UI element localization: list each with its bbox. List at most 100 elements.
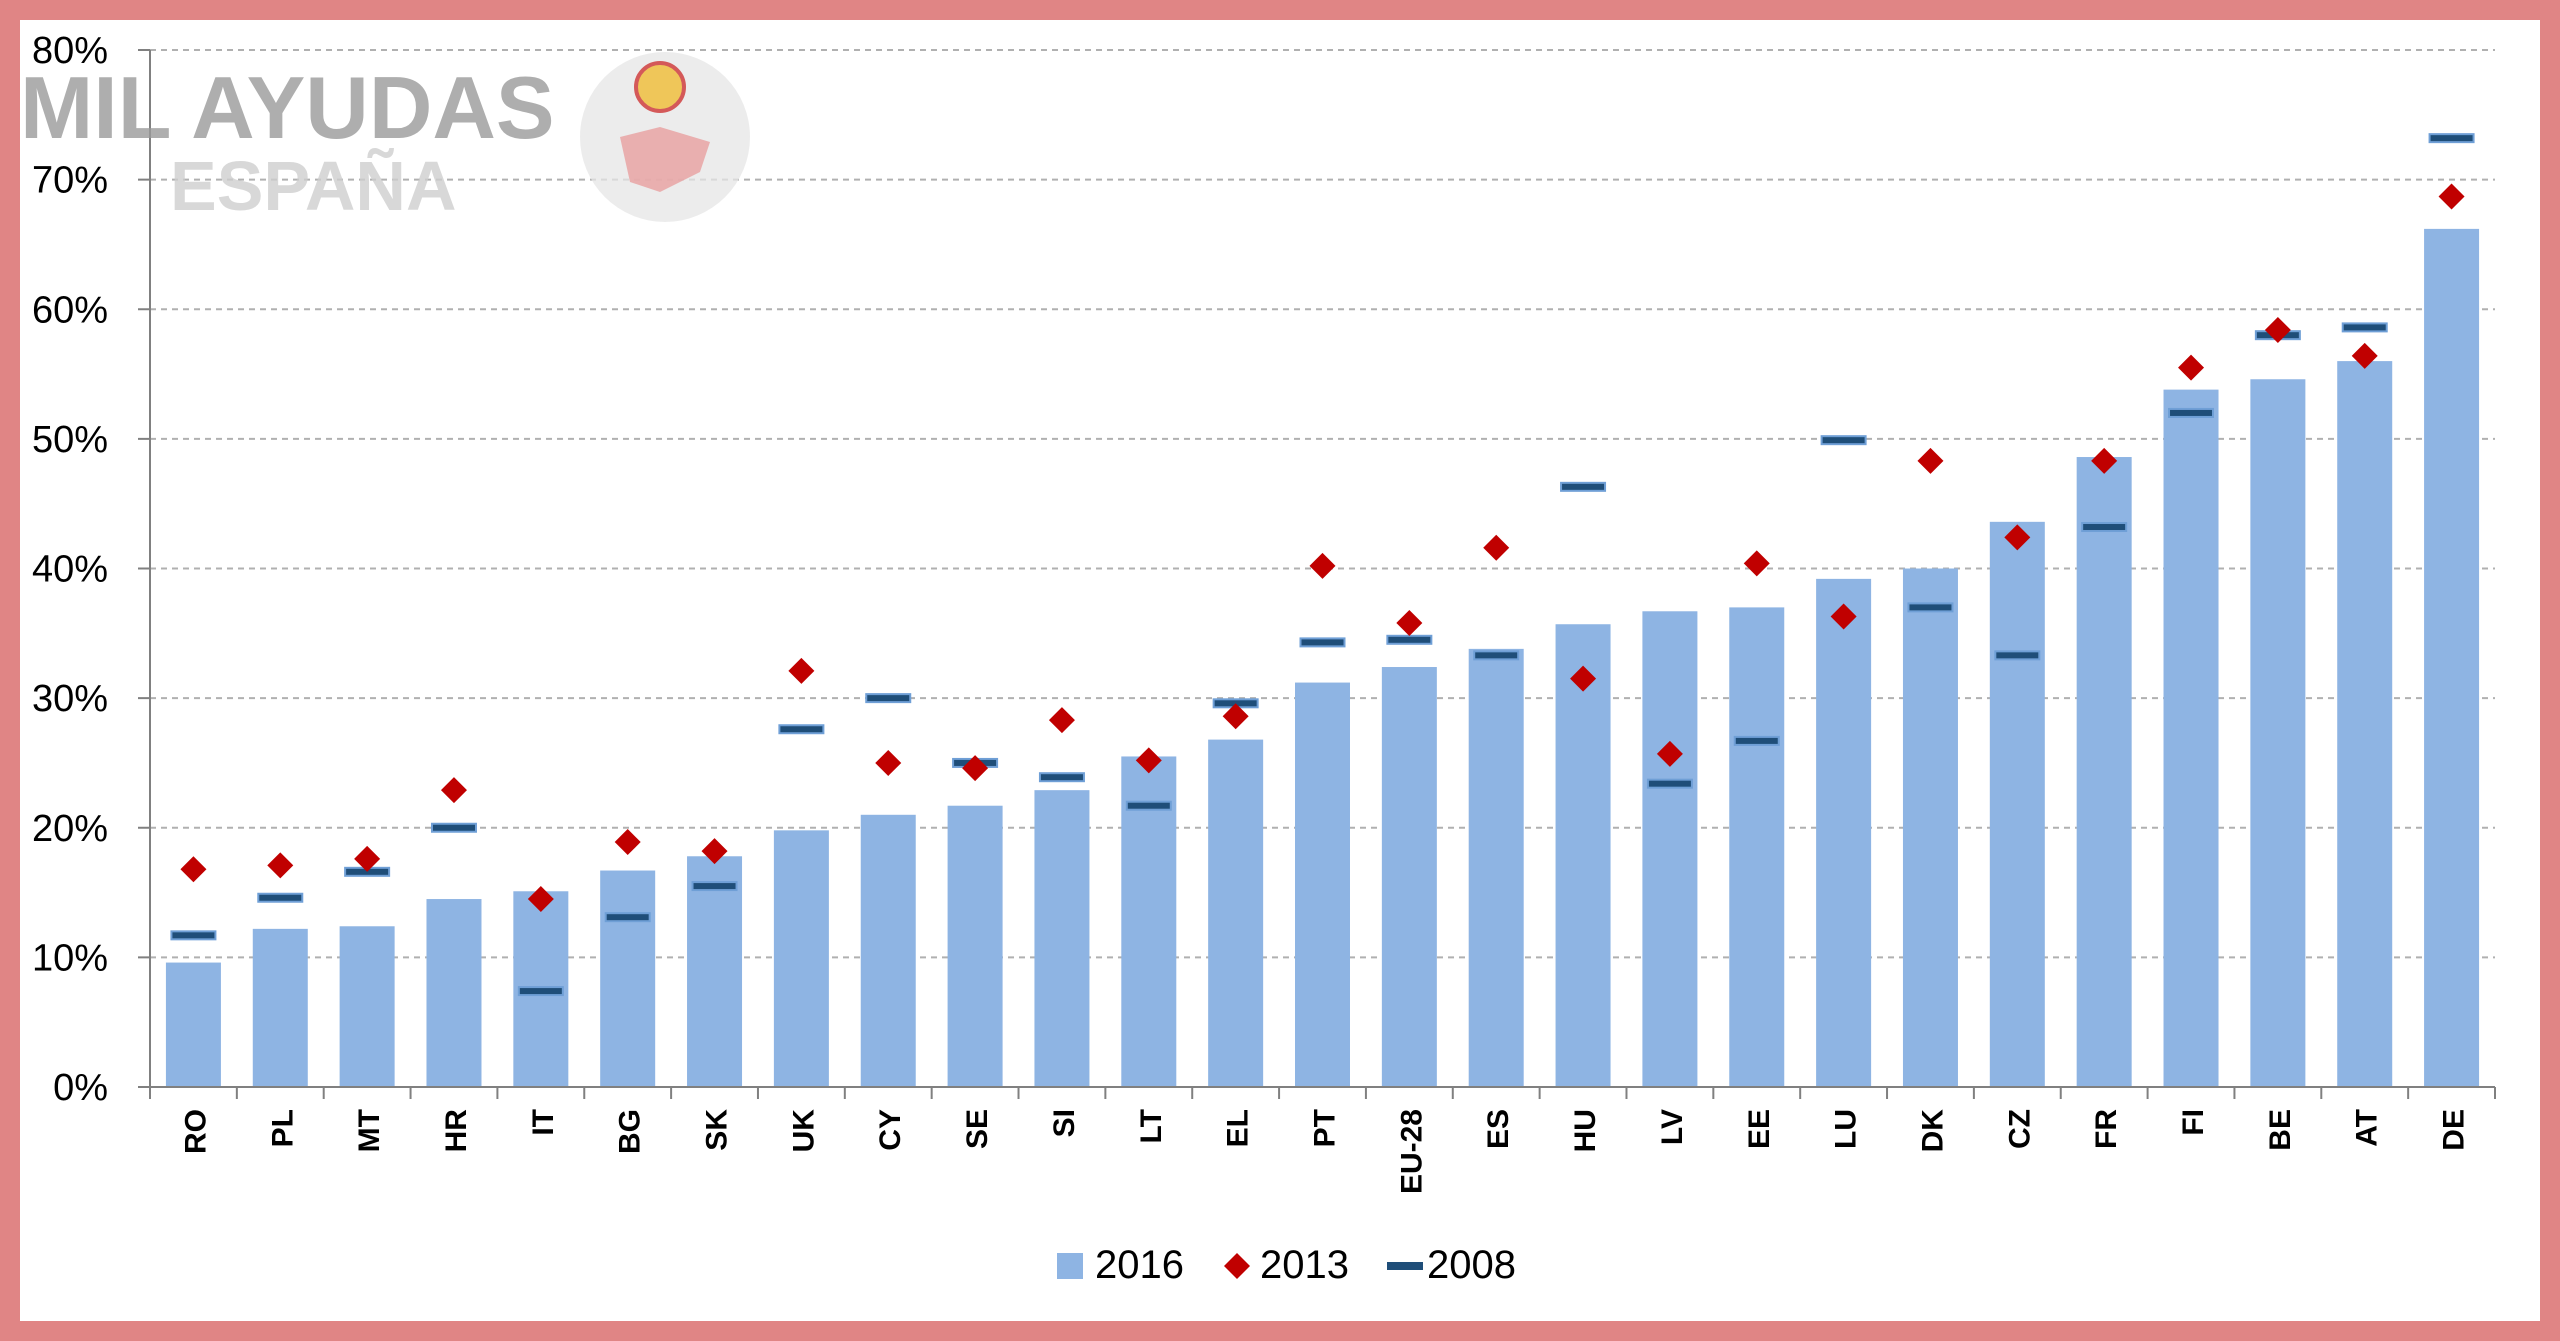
dash-2008 [1473, 650, 1520, 661]
diamond-2013 [875, 749, 902, 776]
dash-2008 [1560, 481, 1607, 492]
x-tick-label: LU [1830, 1109, 1863, 1149]
y-axis-tick-labels: 0% 10% 20% 30% 40% 50% 60% 70% 80% [32, 30, 108, 1109]
legend-swatch-2013 [1224, 1253, 1250, 1279]
dash-2008 [1299, 637, 1346, 648]
bar-2016 [1208, 739, 1264, 1087]
x-tick-label: BE [2264, 1109, 2297, 1151]
bar-2016 [2424, 228, 2480, 1087]
legend-swatch-2016 [1057, 1253, 1083, 1279]
x-tick-label: DE [2438, 1109, 2471, 1151]
bar-2016 [252, 928, 308, 1087]
watermark-line1: MIL AYUDAS [20, 58, 555, 157]
diamond-2013 [788, 657, 815, 684]
y-tick-label: 50% [32, 419, 108, 461]
bar-2016 [1816, 578, 1872, 1087]
bar-2016 [1468, 648, 1524, 1087]
diamond-2013 [701, 838, 728, 865]
bar-2016 [600, 870, 656, 1087]
dash-2008 [170, 930, 217, 941]
diamond-2013 [2004, 524, 2031, 551]
bar-2016 [2163, 389, 2219, 1087]
diamond-2013 [2351, 342, 2378, 369]
axes [138, 49, 2496, 1099]
x-tick-label: EU-28 [1395, 1109, 1428, 1194]
y-tick-label: 10% [32, 937, 108, 979]
diamond-2013 [1396, 609, 1423, 636]
y-tick-label: 0% [53, 1067, 108, 1109]
dash-2008 [430, 822, 477, 833]
x-tick-label: LT [1135, 1109, 1168, 1143]
bar-2016 [1642, 611, 1698, 1087]
bar-2016 [1989, 521, 2045, 1087]
diamond-2013 [2091, 447, 2118, 474]
dash-2008 [1994, 650, 2041, 661]
x-tick-label: AT [2351, 1109, 2384, 1147]
y-tick-label: 30% [32, 678, 108, 720]
x-tick-label: EE [1743, 1109, 1776, 1149]
watermark-map-shape [620, 127, 710, 192]
dash-2008 [2341, 322, 2388, 333]
x-tick-label: CY [874, 1109, 907, 1151]
diamond-2013 [1309, 552, 1336, 579]
x-tick-label: LV [1656, 1109, 1689, 1145]
bar-2016 [2250, 379, 2306, 1087]
diamond-2013 [2178, 354, 2205, 381]
x-tick-label: EL [1222, 1109, 1255, 1147]
x-tick-label: FR [2090, 1109, 2123, 1149]
dash-2008 [2428, 133, 2475, 144]
dash-2008 [1646, 778, 1693, 789]
diamond-2013 [180, 856, 207, 883]
bar-2016 [2337, 361, 2393, 1088]
y-tick-label: 40% [32, 549, 108, 591]
watermark-logo: MIL AYUDAS ESPAÑA [20, 52, 750, 225]
x-tick-label: RO [179, 1109, 212, 1154]
x-tick-label: SE [961, 1109, 994, 1149]
watermark-badge [634, 61, 686, 113]
bar-2016 [1295, 682, 1350, 1087]
watermark-line2: ESPAÑA [170, 147, 457, 225]
x-tick-label: IT [527, 1109, 560, 1136]
diamond-2013 [354, 845, 381, 872]
bar-2016 [1381, 667, 1437, 1087]
y-tick-label: 70% [32, 160, 108, 202]
bar-2016 [426, 899, 482, 1087]
x-tick-label: FI [2177, 1109, 2210, 1136]
diamond-2013 [962, 755, 989, 782]
dash-2008 [865, 693, 912, 704]
dash-2008 [1820, 435, 1867, 446]
legend-label-2013: 2013 [1260, 1243, 1349, 1287]
chart-frame: 0% 10% 20% 30% 40% 50% 60% 70% 80% RO PL MT HR IT BG S… [20, 20, 2540, 1321]
dash-2008 [1907, 602, 1954, 613]
diamond-2013 [614, 829, 641, 856]
series-2016-bars [165, 228, 2480, 1088]
diamond-2013 [267, 852, 294, 879]
y-tick-label: 20% [32, 808, 108, 850]
dash-2008 [1038, 772, 1085, 783]
x-tick-label: ES [1482, 1109, 1515, 1149]
x-tick-label: CZ [2003, 1109, 2036, 1149]
dash-2008 [1125, 800, 1172, 811]
bar-2016 [1555, 624, 1611, 1087]
x-tick-label: PL [266, 1109, 299, 1147]
diamond-2013 [527, 886, 554, 913]
bar-2016 [773, 830, 829, 1087]
x-tick-label: BG [614, 1109, 647, 1154]
x-tick-label: PT [1309, 1109, 1342, 1147]
bar-2016 [339, 926, 395, 1087]
y-tick-label: 80% [32, 30, 108, 72]
y-tick-label: 60% [32, 289, 108, 331]
diamond-2013 [1048, 707, 1075, 734]
diamond-2013 [1483, 534, 1510, 561]
dash-2008 [257, 892, 304, 903]
dash-2008 [2168, 407, 2215, 418]
bar-2016 [165, 962, 221, 1087]
bar-2016 [687, 856, 743, 1087]
series-2013-diamonds [180, 183, 2465, 913]
dash-2008 [2081, 522, 2128, 533]
dash-2008 [517, 986, 564, 997]
bar-2016 [1034, 790, 1090, 1087]
dash-2008 [778, 724, 825, 735]
diamond-2013 [2438, 183, 2465, 210]
dash-2008 [604, 912, 651, 923]
